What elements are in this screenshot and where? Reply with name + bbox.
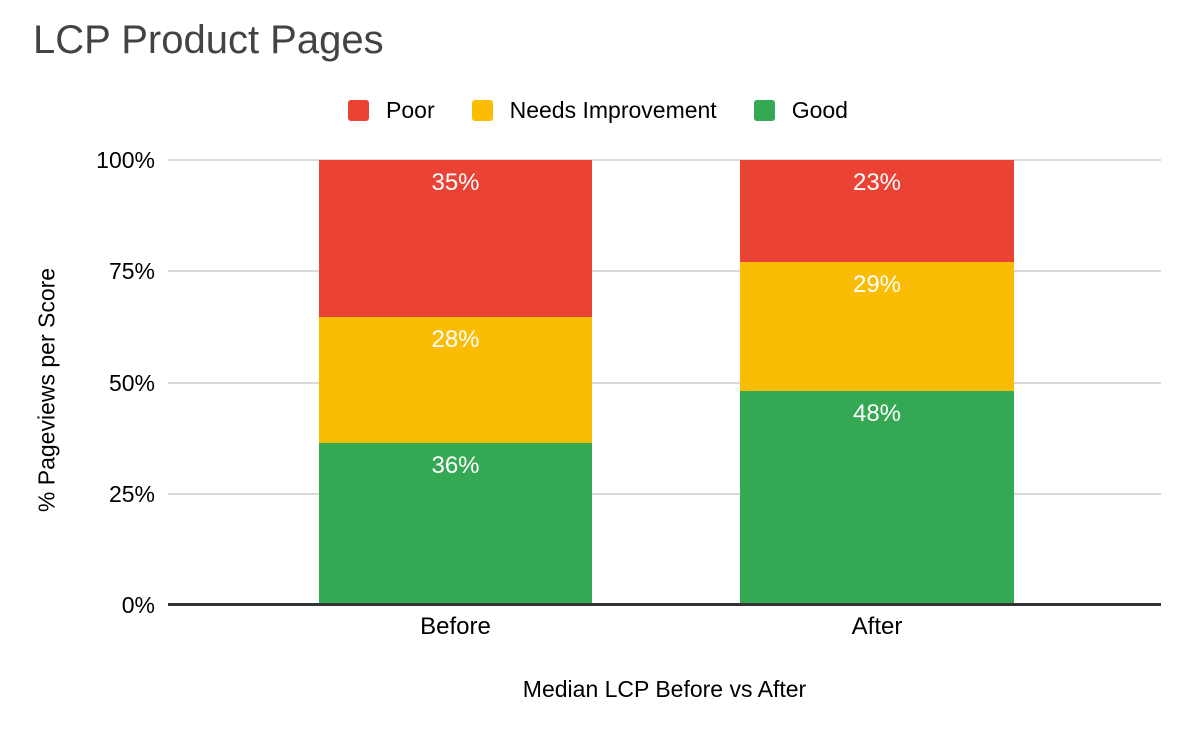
bar-segment-good[interactable]: 36% xyxy=(319,443,592,605)
legend-label: Needs Improvement xyxy=(509,97,717,123)
segment-value-label: 36% xyxy=(431,452,480,480)
segment-value-label: 48% xyxy=(852,400,902,428)
x-category-label-after: After xyxy=(851,613,903,640)
legend-item-poor[interactable]: Poor xyxy=(348,97,435,124)
x-axis-title: Median LCP Before vs After xyxy=(522,676,807,702)
legend-label: Poor xyxy=(386,97,435,123)
y-tick-label: 25% xyxy=(108,480,155,507)
gridline xyxy=(168,159,1161,161)
legend-swatch-icon xyxy=(753,100,775,121)
segment-value-label: 23% xyxy=(852,169,902,196)
legend-item-needs-improvement[interactable]: Needs Improvement xyxy=(471,97,717,124)
bar-segment-needs-improvement[interactable]: 29% xyxy=(740,262,1014,392)
y-tick-label: 75% xyxy=(108,258,155,285)
legend: Poor Needs Improvement Good xyxy=(0,97,1196,124)
x-axis-baseline xyxy=(168,603,1161,606)
bar-segment-good[interactable]: 48% xyxy=(740,391,1014,605)
plot-area: 35% 28% 36% 23% 29% 48% xyxy=(168,159,1161,606)
segment-value-label: 35% xyxy=(431,169,480,196)
legend-label: Good xyxy=(791,97,848,123)
segment-value-label: 29% xyxy=(852,271,902,299)
y-tick-label: 100% xyxy=(96,147,155,173)
stacked-bar-after: 23% 29% 48% xyxy=(740,160,1014,605)
gridline xyxy=(168,492,1161,495)
gridline xyxy=(168,270,1161,273)
y-tick-label: 50% xyxy=(108,369,155,396)
chart-title: LCP Product Pages xyxy=(33,18,384,62)
bar-segment-poor[interactable]: 23% xyxy=(740,160,1014,263)
legend-item-good[interactable]: Good xyxy=(753,97,848,124)
bar-segment-needs-improvement[interactable]: 28% xyxy=(319,317,592,444)
x-category-label-before: Before xyxy=(420,613,491,640)
segment-value-label: 28% xyxy=(431,326,480,354)
gridline xyxy=(168,381,1161,384)
legend-swatch-icon xyxy=(348,100,370,121)
legend-swatch-icon xyxy=(471,100,493,121)
stacked-bar-before: 35% 28% 36% xyxy=(319,160,592,605)
y-tick-label: 0% xyxy=(121,592,155,618)
bar-segment-poor[interactable]: 35% xyxy=(319,160,592,318)
